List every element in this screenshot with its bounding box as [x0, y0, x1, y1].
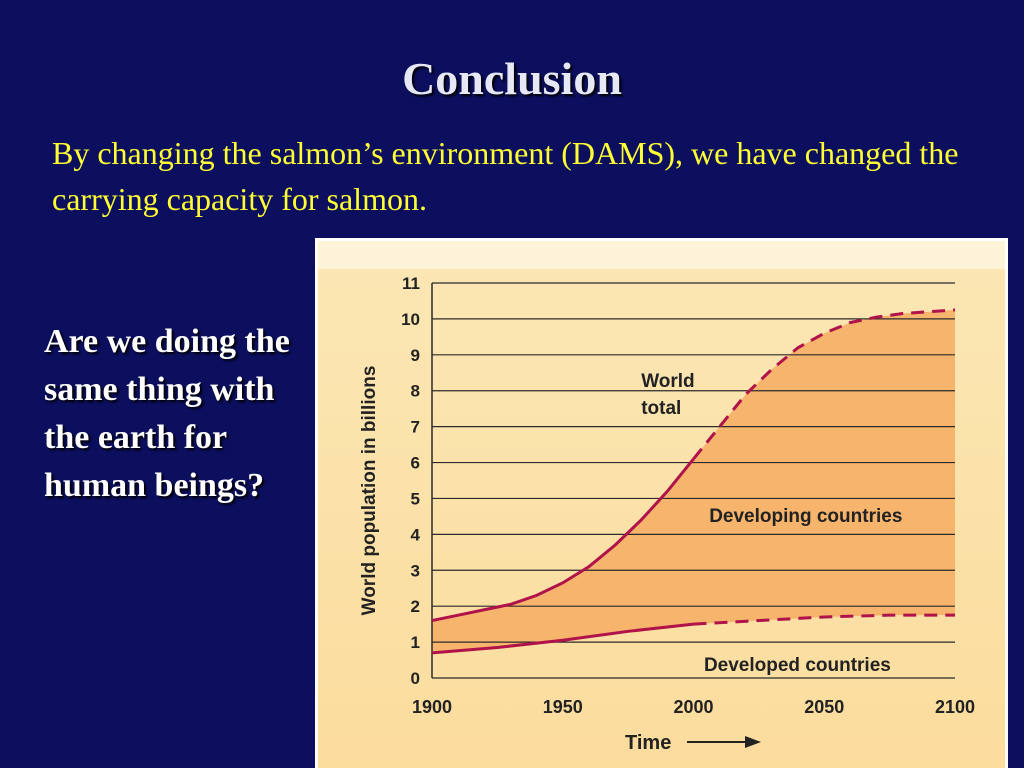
x-tick-label: 2050 [804, 697, 844, 717]
y-tick-label: 6 [411, 454, 420, 473]
x-tick-label: 1900 [412, 697, 452, 717]
slide-subtitle: By changing the salmon’s environment (DA… [52, 135, 959, 217]
y-tick-label: 1 [411, 633, 420, 652]
x-tick-label: 1950 [543, 697, 583, 717]
annotation-developing-countries: Developing countries [709, 506, 902, 527]
y-tick-label: 0 [411, 669, 420, 688]
y-tick-label: 5 [411, 489, 420, 508]
y-tick-label: 8 [411, 382, 420, 401]
annotation-world-total-line2: total [641, 398, 681, 419]
y-tick-label: 7 [411, 418, 420, 437]
y-tick-label: 3 [411, 561, 420, 580]
x-tick-label: 2000 [673, 697, 713, 717]
slide-title: Conclusion [402, 53, 622, 104]
population-chart: 0 1 2 3 4 5 6 7 8 9 10 11 1900 1950 2000 2050 2100 World t… [318, 241, 1005, 768]
annotation-world-total-line1: World [641, 371, 694, 392]
y-tick-label: 2 [411, 597, 420, 616]
side-question: Are we doing the same thing with the ear… [44, 323, 290, 504]
y-tick-label: 11 [402, 274, 420, 293]
chart-panel: 0 1 2 3 4 5 6 7 8 9 10 11 1900 1950 2000 2050 2100 World t… [315, 238, 1008, 768]
y-tick-label: 9 [411, 346, 420, 365]
developing-area [432, 309, 955, 653]
y-tick-label: 10 [401, 310, 420, 329]
x-axis-label: Time [625, 732, 671, 754]
annotation-developed-countries: Developed countries [704, 655, 891, 676]
x-axis-arrow-head [745, 736, 761, 748]
y-axis-label: World population in billions [359, 366, 380, 616]
developed-countries-line-observed [431, 622, 694, 655]
developed-countries-line-projected [693, 613, 955, 626]
chart-top-band [318, 241, 1005, 269]
world-total-line-observed [431, 458, 695, 623]
world-total-line-projected [692, 308, 956, 460]
y-tick-label: 4 [411, 525, 421, 544]
x-tick-label: 2100 [935, 697, 975, 717]
